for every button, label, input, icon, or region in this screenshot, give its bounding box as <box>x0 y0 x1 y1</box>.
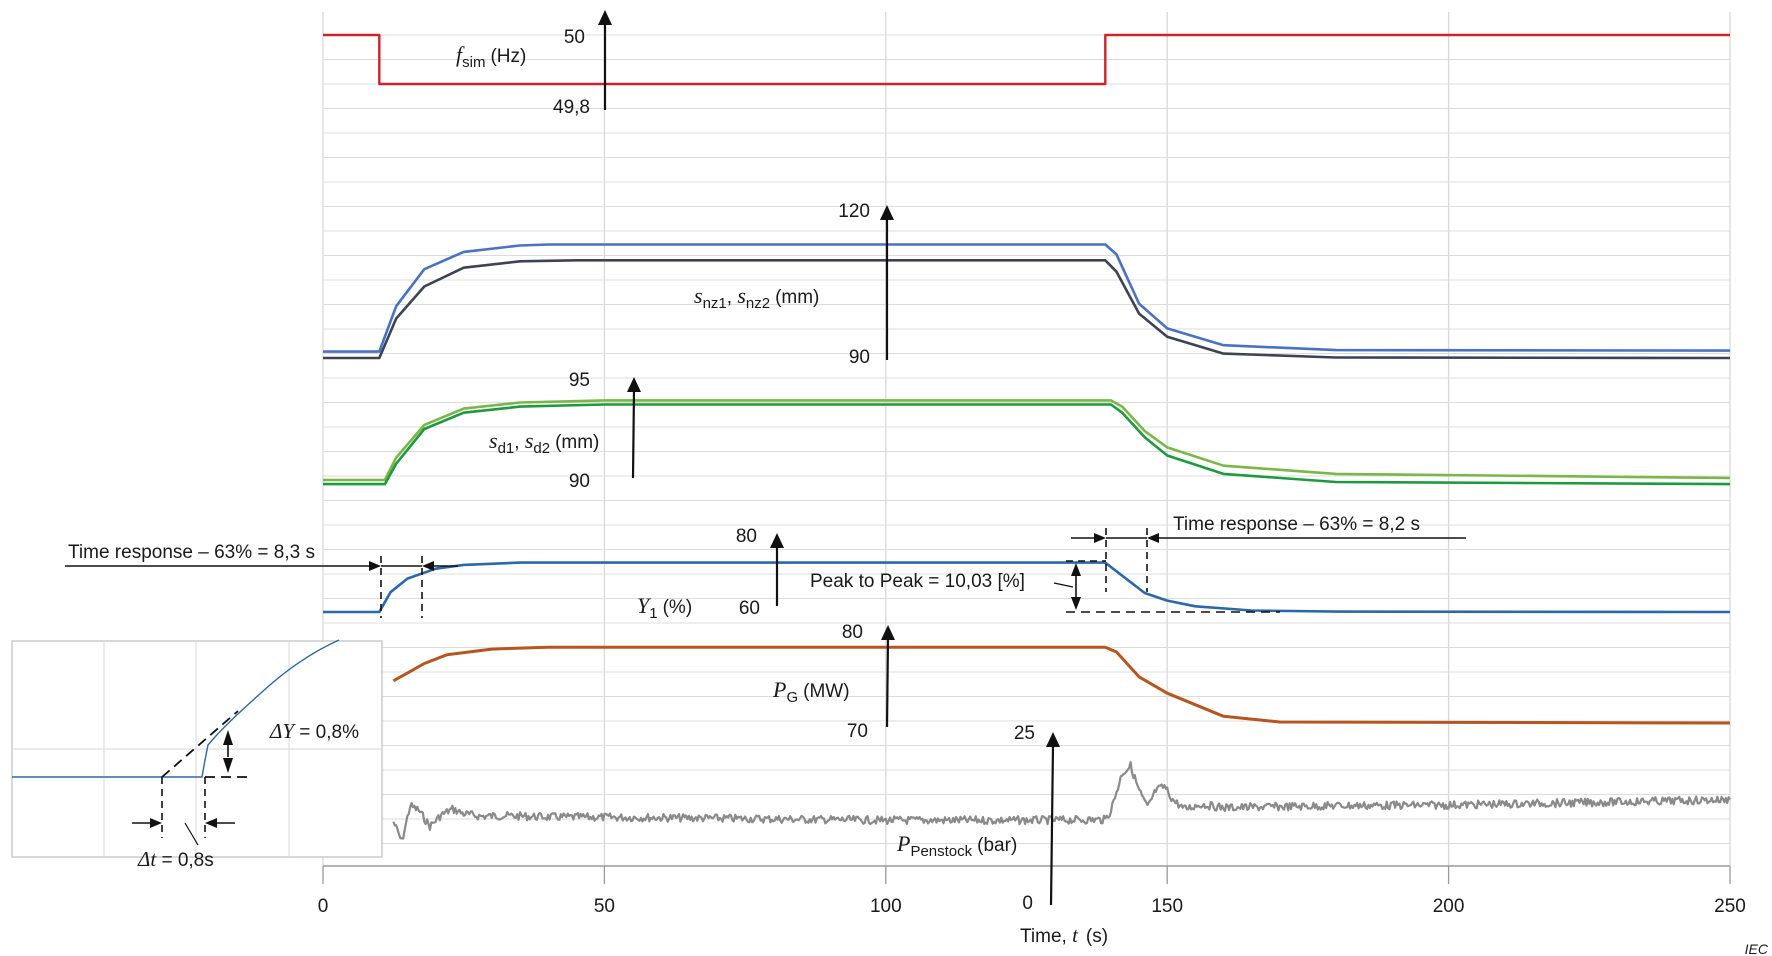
ppen-scale-bottom: 0 <box>1022 893 1033 914</box>
inset-delta-y-text: ΔY = 0,8% <box>269 719 359 743</box>
grid <box>322 12 1731 866</box>
ppen-label: PPenstock (bar) <box>896 831 1017 860</box>
y1-scale-arrowhead <box>770 533 784 548</box>
trace-ppen <box>392 761 1731 840</box>
inset-response-curve <box>12 639 340 778</box>
sd-scale-arrowhead <box>627 377 641 392</box>
left-time-response-arrowhead-b <box>422 561 434 571</box>
pg-label: PG (MW) <box>772 677 850 706</box>
x-tick-label: 250 <box>1714 896 1746 917</box>
traces <box>323 33 1731 840</box>
x-tick-label: 100 <box>870 896 902 917</box>
trace-sd1 <box>323 399 1731 482</box>
right-time-response-arrowhead-b <box>1147 533 1159 543</box>
iec-watermark: IEC <box>1745 941 1769 956</box>
sd-scale-arrow <box>631 389 636 479</box>
right-time-response-arrowhead-a <box>1094 533 1106 543</box>
fsim-scale-bottom: 49,8 <box>553 97 590 118</box>
snz-scale-bottom: 90 <box>849 347 870 368</box>
ppen-scale-arrow <box>1049 744 1055 906</box>
peak-to-peak-text: Peak to Peak = 10,03 [%] <box>810 571 1025 592</box>
x-ticks: 0 50 100 150 200 250 <box>318 866 1746 917</box>
peak-to-peak-arrowhead-bottom <box>1071 597 1081 610</box>
snz-scale-arrowhead <box>880 205 894 220</box>
x-tick-label: 150 <box>1151 896 1183 917</box>
fsim-scale-top: 50 <box>564 27 585 48</box>
ppen-scale-top: 25 <box>1014 723 1035 744</box>
pg-scale-arrowhead <box>881 625 895 640</box>
sd-scale-top: 95 <box>569 370 590 391</box>
overlay: 50 49,8 120 90 95 90 80 60 80 70 25 0 fs… <box>11 10 1769 956</box>
trace-fsim <box>323 33 1730 86</box>
right-time-response-text: Time response – 63% = 8,2 s <box>1173 514 1420 535</box>
x-axis-label: Time, t (s) <box>1020 923 1108 947</box>
inset-delta-t-leader <box>184 822 199 846</box>
inset-delta-t-arrow-right <box>205 818 217 828</box>
x-tick-label: 0 <box>318 896 329 917</box>
trace-snz2 <box>323 258 1731 360</box>
x-tick-label: 50 <box>594 896 615 917</box>
inset-delta-y-arrow-down <box>223 758 233 773</box>
snz-scale-top: 120 <box>838 201 870 222</box>
inset-tangent-dashed <box>161 710 239 778</box>
pg-scale-bottom: 70 <box>847 721 868 742</box>
fsim-scale-arrowhead <box>598 10 612 25</box>
sd-scale-bottom: 90 <box>569 471 590 492</box>
y1-scale-bottom: 60 <box>739 598 760 619</box>
trace-pg <box>392 645 1731 725</box>
y1-label: Y1 (%) <box>637 593 692 622</box>
y1-scale-top: 80 <box>736 526 757 547</box>
ppen-scale-arrowhead <box>1046 732 1060 747</box>
peak-to-peak-leader <box>1053 582 1074 588</box>
trace-y1 <box>323 561 1731 614</box>
peak-to-peak-arrowhead-top <box>1071 563 1081 576</box>
inset-delta-t-text: Δt = 0,8s <box>137 847 214 871</box>
snz-label: snz1, snz2 (mm) <box>694 283 819 312</box>
trace-sd2 <box>323 403 1731 486</box>
pg-scale-top: 80 <box>842 622 863 643</box>
fsim-label: fsim (Hz) <box>456 42 526 71</box>
pg-scale-arrow <box>885 637 890 728</box>
left-time-response-arrowhead-a <box>369 561 381 571</box>
trace-snz1 <box>323 243 1731 353</box>
inset-delta-y-arrow-up <box>223 730 233 745</box>
x-tick-label: 200 <box>1433 896 1465 917</box>
inset-delta-t-arrow-left <box>150 818 162 828</box>
sd-label: sd1, sd2 (mm) <box>489 428 599 457</box>
left-time-response-text: Time response – 63% = 8,3 s <box>68 542 315 563</box>
